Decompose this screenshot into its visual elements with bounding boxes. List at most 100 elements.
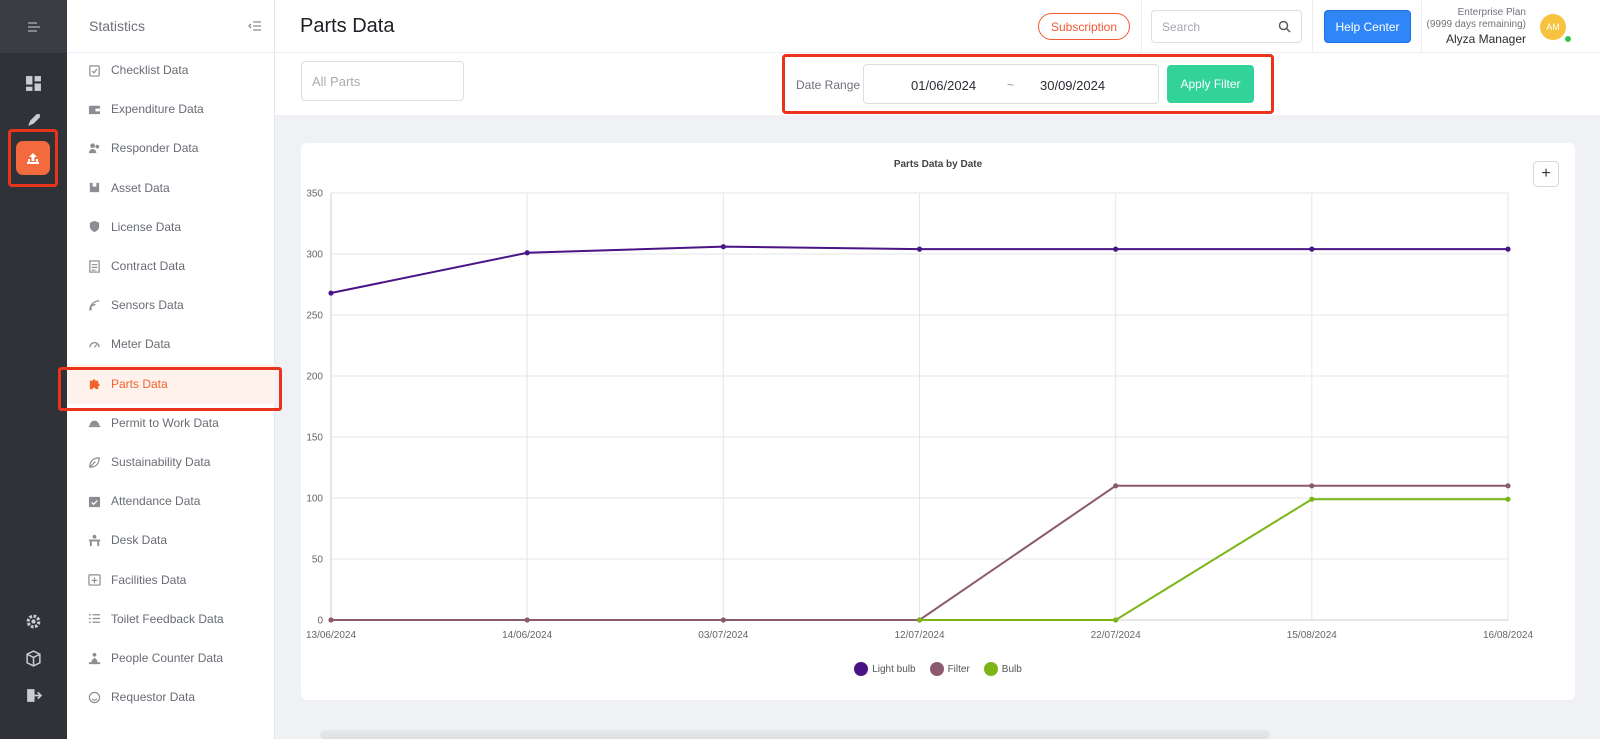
data-point <box>1505 246 1511 252</box>
legend-item[interactable]: Bulb <box>983 662 1022 676</box>
menu-toggle-button[interactable] <box>0 0 67 53</box>
sidebar-item-sustainability-data[interactable]: Sustainability Data <box>67 442 275 482</box>
data-point <box>1113 483 1119 489</box>
header-divider <box>1141 0 1142 53</box>
calendar-plus-icon <box>87 573 101 587</box>
page-title: Parts Data <box>300 15 395 37</box>
sidebar-item-expenditure-data[interactable]: Expenditure Data <box>67 89 275 129</box>
parts-select[interactable]: All Parts <box>301 61 464 101</box>
legend-label: Filter <box>947 663 970 675</box>
calendar-check-icon <box>87 494 101 508</box>
logout-icon <box>27 688 42 702</box>
legend-swatch <box>854 662 869 676</box>
collapse-sidebar-icon[interactable] <box>248 19 262 33</box>
sidebar-item-label: Parts Data <box>111 376 168 391</box>
plan-days-remaining: (9999 days remaining) <box>1426 19 1527 30</box>
shield-icon <box>87 220 101 234</box>
online-status-dot <box>1564 35 1572 43</box>
sidebar-item-sensors-data[interactable]: Sensors Data <box>67 285 275 325</box>
sidebar-item-facilities-data[interactable]: Facilities Data <box>67 560 275 600</box>
wallet-icon <box>87 102 101 116</box>
plus-icon: + <box>1541 165 1551 182</box>
chart-legend: Light bulb Filter Bulb <box>301 662 1575 676</box>
y-tick-label: 300 <box>306 250 323 261</box>
rail-modules-button[interactable] <box>0 640 67 676</box>
sidebar-item-label: People Counter Data <box>111 651 224 665</box>
sidebar-item-asset-data[interactable]: Asset Data <box>67 168 275 208</box>
x-tick-label: 03/07/2024 <box>698 630 748 641</box>
data-point <box>916 617 923 623</box>
y-tick-label: 0 <box>317 616 323 627</box>
apply-filter-button[interactable]: Apply Filter <box>1167 65 1254 103</box>
puzzle-icon <box>87 377 101 391</box>
sidebar-item-label: Sustainability Data <box>111 455 211 469</box>
x-tick-label: 13/06/2024 <box>306 630 356 641</box>
helmet-icon <box>87 416 101 430</box>
search-input[interactable] <box>1162 19 1272 34</box>
rail-statistics-button[interactable] <box>16 141 50 175</box>
sidebar-title: Statistics <box>89 18 146 34</box>
y-tick-label: 150 <box>306 433 323 444</box>
sidebar-item-label: Facilities Data <box>111 572 187 587</box>
legend-swatch <box>929 662 944 676</box>
sidebar-item-desk-data[interactable]: Desk Data <box>67 520 275 560</box>
sidebar-item-label: Sensors Data <box>111 298 184 313</box>
rail-dashboard-button[interactable] <box>0 65 67 101</box>
user-plan-info[interactable]: Enterprise Plan (9999 days remaining) Al… <box>1427 7 1527 46</box>
expand-chart-button[interactable]: + <box>1533 161 1559 187</box>
data-point <box>916 246 923 252</box>
gauge-icon <box>87 337 101 351</box>
data-point <box>1309 246 1315 252</box>
signal-icon <box>87 298 101 312</box>
top-header: Parts Data Subscription Help Center Ente… <box>275 0 1600 53</box>
sidebar-item-contract-data[interactable]: Contract Data <box>67 246 275 286</box>
legend-label: Light bulb <box>872 663 916 675</box>
date-range-picker[interactable] <box>863 64 1159 104</box>
sidebar-item-label: Asset Data <box>111 180 170 195</box>
sidebar-item-responder-data[interactable]: Responder Data <box>67 128 275 168</box>
rail-logout-button[interactable] <box>0 677 67 713</box>
sidebar-item-parts-data[interactable]: Parts Data <box>67 363 275 404</box>
data-point <box>1309 496 1315 502</box>
sidebar-item-permit-to-work-data[interactable]: Permit to Work Data <box>67 403 275 443</box>
date-start-value[interactable]: 01/06/2024 <box>911 78 977 93</box>
users-icon <box>87 141 101 155</box>
x-tick-label: 12/07/2024 <box>894 630 944 641</box>
sidebar-item-label: Toilet Feedback Data <box>111 611 224 626</box>
sidebar-item-label: Meter Data <box>111 337 171 352</box>
x-tick-label: 14/06/2024 <box>502 630 552 641</box>
sidebar-item-license-data[interactable]: License Data <box>67 207 275 247</box>
filter-bar: All Parts <box>275 53 1600 115</box>
dashboard-icon <box>26 75 41 91</box>
chart-title: Parts Data by Date <box>893 159 983 170</box>
sidebar-item-label: Desk Data <box>111 533 168 548</box>
sidebar-item-label: License Data <box>111 219 182 234</box>
sidebar-item-attendance-data[interactable]: Attendance Data <box>67 481 275 521</box>
rail-launch-button[interactable] <box>0 102 67 138</box>
legend-swatch <box>983 662 998 676</box>
list-icon <box>87 612 101 626</box>
sidebar-item-meter-data[interactable]: Meter Data <box>67 324 275 364</box>
sidebar-item-requestor-data[interactable]: Requestor Data <box>67 677 275 717</box>
data-point <box>720 617 726 623</box>
box-icon <box>87 181 101 195</box>
search-icon[interactable] <box>1278 20 1291 33</box>
data-point <box>1309 483 1315 489</box>
legend-item[interactable]: Light bulb <box>854 662 916 676</box>
upload-chart-icon <box>27 153 39 164</box>
legend-item[interactable]: Filter <box>929 662 970 676</box>
data-point <box>1505 496 1511 502</box>
checklist-icon <box>87 63 101 77</box>
avatar[interactable]: AM <box>1540 14 1566 40</box>
y-tick-label: 100 <box>306 494 323 505</box>
sidebar-item-checklist-data[interactable]: Checklist Data <box>67 50 275 90</box>
sidebar-item-toilet-feedback-data[interactable]: Toilet Feedback Data <box>67 599 275 639</box>
subscription-button[interactable]: Subscription <box>1038 13 1130 40</box>
sidebar-item-people-counter-data[interactable]: People Counter Data <box>67 638 275 678</box>
date-end-value[interactable]: 30/09/2024 <box>1040 78 1106 93</box>
y-tick-label: 50 <box>312 555 324 566</box>
header-divider <box>1421 0 1422 53</box>
person-icon <box>87 651 101 665</box>
help-center-button[interactable]: Help Center <box>1324 10 1411 43</box>
rail-settings-button[interactable] <box>0 603 67 639</box>
